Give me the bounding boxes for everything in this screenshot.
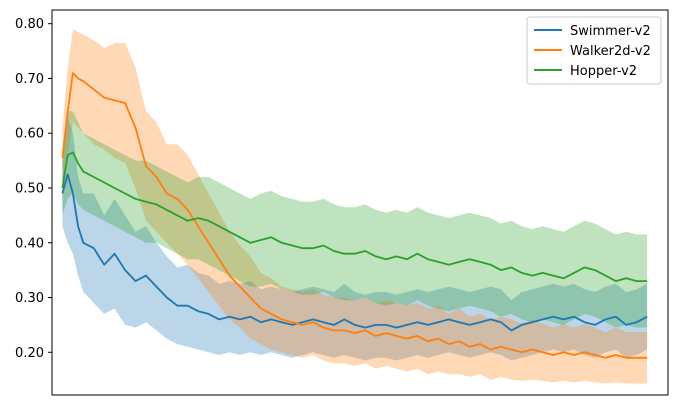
legend-label-swimmer: Swimmer-v2	[570, 24, 651, 39]
band-swimmer-v2	[62, 116, 648, 361]
plot-frame	[51, 9, 669, 396]
series-lines	[61, 72, 648, 359]
confidence-bands	[62, 29, 648, 384]
legend-label-walker2d: Walker2d-v2	[570, 44, 651, 59]
series-line-swimmer-v2	[61, 173, 648, 332]
y-tick-label: 0.30	[15, 291, 44, 306]
legend-box	[526, 16, 662, 85]
band-walker2d-v2	[62, 29, 648, 384]
legend: Swimmer-v2 Walker2d-v2 Hopper-v2	[526, 16, 662, 85]
y-tick-label: 0.80	[15, 17, 44, 32]
series-line-walker2d-v2	[61, 72, 648, 359]
legend-label-hopper: Hopper-v2	[570, 64, 637, 79]
y-tick-label: 0.50	[15, 181, 44, 196]
y-tick-label: 0.70	[15, 72, 44, 87]
y-tick-label: 0.20	[15, 346, 44, 361]
y-tick-label: 0.60	[15, 127, 44, 142]
band-hopper-v2	[62, 111, 648, 328]
y-tick-label: 0.40	[15, 236, 44, 251]
y-axis: 0.20 0.30 0.40 0.50 0.60 0.70 0.80	[15, 17, 52, 361]
series-line-hopper-v2	[61, 151, 648, 283]
